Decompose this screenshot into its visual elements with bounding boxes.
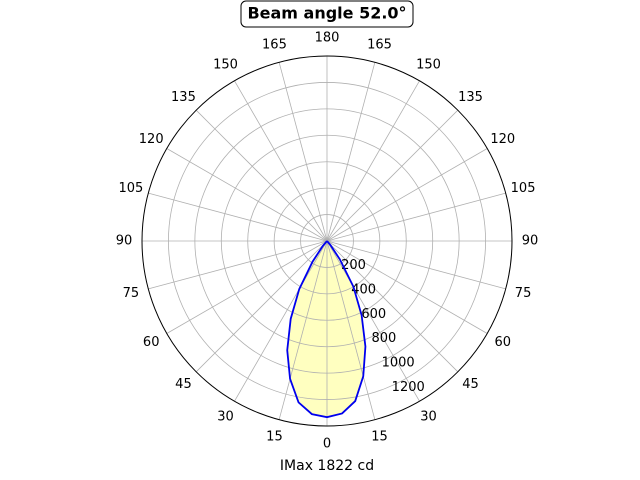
grid-spoke	[166, 240, 328, 334]
chart-title: Beam angle 52.0°	[247, 4, 406, 23]
theta-tick-label: 135	[458, 90, 483, 105]
x-axis-label: IMax 1822 cd	[280, 458, 374, 474]
grid-spoke	[234, 80, 328, 242]
grid-spoke	[326, 240, 488, 334]
grid-spoke	[326, 109, 459, 242]
theta-tick-label: 165	[367, 37, 392, 52]
grid-spoke	[326, 240, 420, 402]
theta-tick-label: 75	[123, 286, 140, 301]
r-tick-label: 1000	[382, 356, 415, 371]
theta-tick-label: 150	[213, 58, 238, 73]
r-tick-label: 200	[341, 258, 366, 273]
r-tick-label: 600	[361, 307, 386, 322]
title-box	[240, 0, 414, 28]
grid-spoke	[195, 240, 328, 373]
theta-tick-label: 15	[266, 430, 283, 445]
theta-tick-label: 90	[522, 234, 539, 249]
grid-spoke	[195, 109, 328, 242]
theta-tick-label: 15	[371, 430, 388, 445]
theta-tick-label: 75	[515, 286, 532, 301]
theta-tick-label: 165	[262, 37, 287, 52]
theta-tick-label: 135	[171, 90, 196, 105]
grid-spoke	[148, 192, 328, 242]
grid-spoke	[326, 148, 488, 242]
grid-spoke	[326, 240, 376, 420]
r-tick-label: 800	[371, 331, 396, 346]
theta-tick-label: 45	[462, 377, 479, 392]
theta-tick-label: 60	[495, 335, 512, 350]
grid-spoke	[148, 240, 328, 290]
theta-tick-label: 105	[119, 181, 144, 196]
grid-spoke	[278, 240, 328, 420]
grid-spoke	[166, 148, 328, 242]
grid-spoke	[326, 240, 506, 290]
theta-tick-label: 105	[511, 181, 536, 196]
theta-tick-label: 90	[116, 234, 133, 249]
theta-tick-label: 150	[416, 58, 441, 73]
theta-tick-label: 0	[323, 437, 331, 452]
grid-spoke	[326, 80, 420, 242]
theta-tick-label: 120	[139, 132, 164, 147]
theta-tick-label: 30	[217, 409, 234, 424]
theta-tick-label: 120	[490, 132, 515, 147]
grid-spoke	[278, 62, 328, 242]
polar-frame	[141, 55, 513, 427]
intensity-line	[286, 240, 367, 419]
r-tick-label: 400	[351, 282, 376, 297]
grid-spoke	[326, 240, 459, 373]
theta-tick-label: 30	[420, 409, 437, 424]
grid-spoke	[326, 192, 506, 242]
theta-tick-label: 180	[315, 31, 340, 46]
grid-spoke	[326, 62, 376, 242]
grid-spoke	[234, 240, 328, 402]
theta-tick-label: 60	[143, 335, 160, 350]
theta-tick-label: 45	[175, 377, 192, 392]
r-tick-label: 1200	[392, 380, 425, 395]
area	[287, 241, 366, 418]
